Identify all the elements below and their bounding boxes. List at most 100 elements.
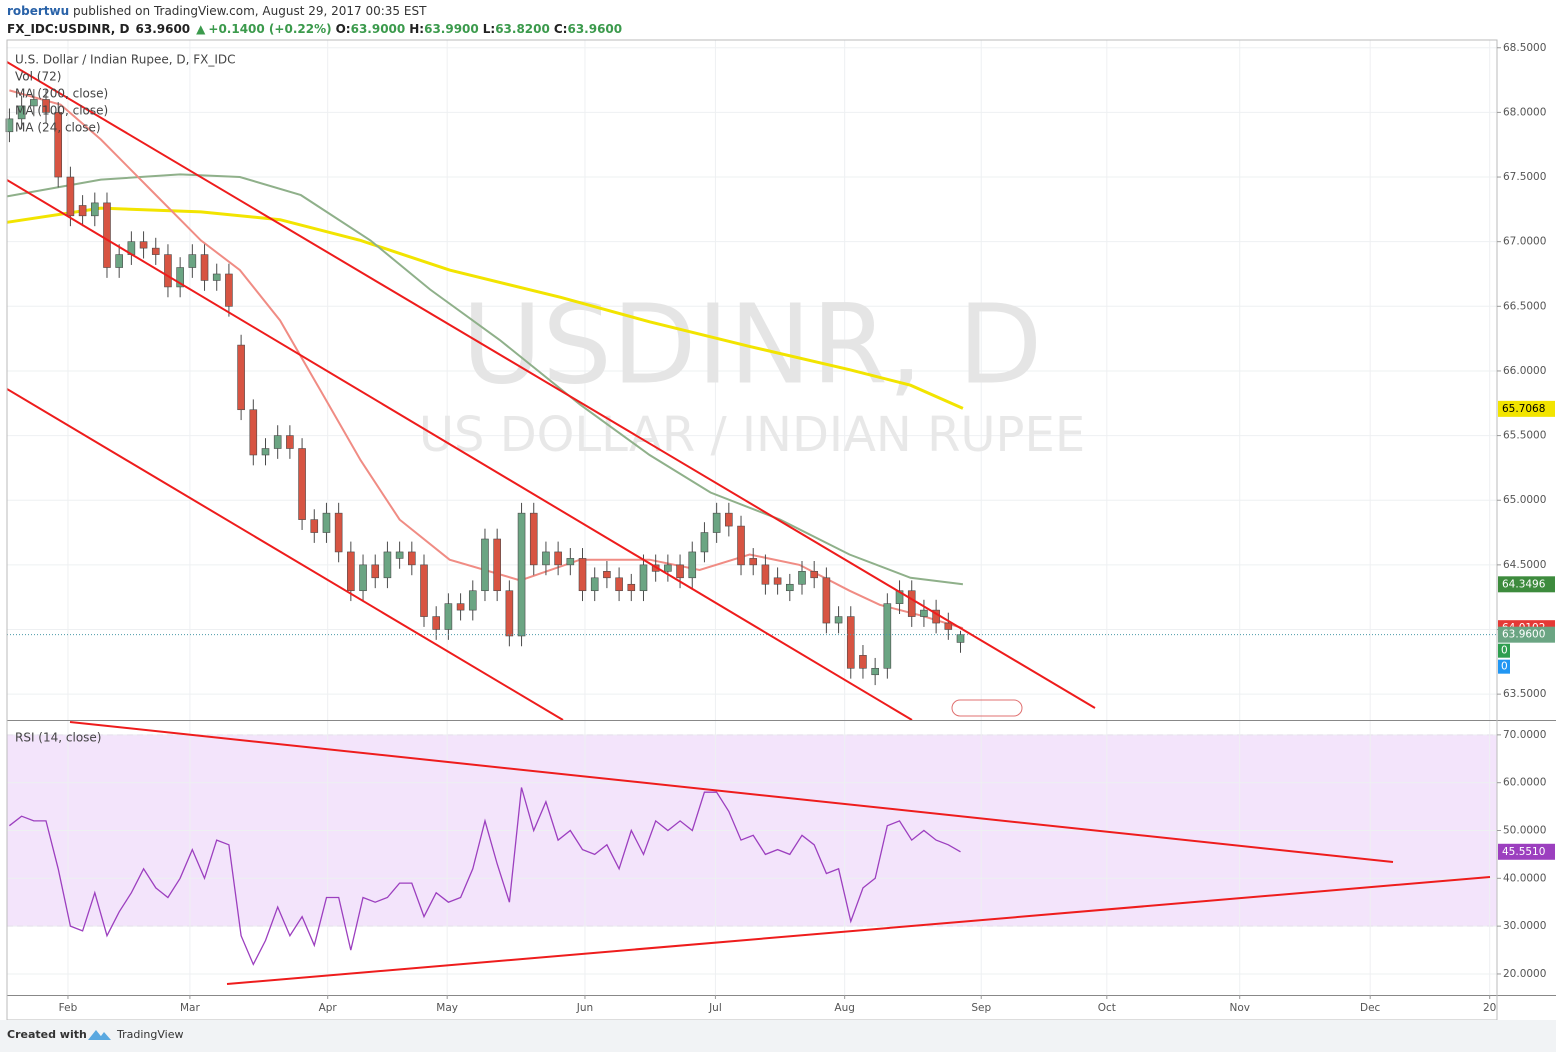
x-tick-label: Jun [576,1002,593,1014]
trend-lines [7,61,1096,720]
candle-body [237,344,245,411]
candle-body [676,564,684,579]
y-tick-label: 67.0000 [1503,236,1546,248]
price-badge [1498,576,1555,593]
y-tick-label: 66.5000 [1503,300,1546,312]
price-badge [1498,400,1555,417]
ohlc-value: 63.9600 [567,22,622,36]
ohlc-key: C: [554,22,568,36]
rsi-title: RSI (14, close) [15,731,101,745]
candle-body [761,564,770,585]
candle-body [408,551,416,566]
price-badge-label: 45.5510 [1502,846,1545,858]
x-tick-label: Feb [59,1002,78,1014]
candle-body [5,118,14,133]
candle-body [176,267,184,288]
price-panel [7,40,1497,720]
y-tick-label: 68.0000 [1503,106,1546,118]
candle-body [42,99,50,113]
candle-body [188,254,197,268]
candle-body [907,590,916,617]
candle-body [30,99,38,107]
candle-body [956,634,965,643]
legend-entry: MA (24, close) [15,121,101,135]
x-tick-label: Aug [834,1002,855,1014]
last-price: 63.9600 [136,22,191,36]
trend-line [7,388,564,720]
author[interactable]: robertwu [7,4,69,18]
watermark-subtitle: US DOLLAR / INDIAN RUPEE [419,407,1085,463]
ohlc-value: 63.9900 [424,22,479,36]
candle-body [444,603,453,630]
ohlc-value: 63.9000 [351,22,406,36]
candle-body [212,273,221,281]
price-badge [1498,843,1555,860]
x-tick-label: Sep [971,1002,991,1014]
logo [88,1030,111,1040]
candle-body [103,202,111,268]
price-badge [1498,626,1555,643]
y-tick-label: 40.0000 [1503,872,1546,884]
chart-title: U.S. Dollar / Indian Rupee, D, FX_IDC [15,53,236,67]
candle-body [883,603,892,669]
footer-brand[interactable]: TradingView [116,1028,183,1041]
header-line: robertwu published on TradingView.com, A… [7,4,427,18]
candle-body [164,254,172,288]
candle-body [737,525,745,566]
candle-body [627,583,636,592]
candle-body [286,435,294,449]
volume-badge [1498,643,1510,658]
trend-line [7,61,1096,709]
legend-entry: MA (100, close) [15,104,108,118]
candle-body [505,590,514,637]
candle-body [261,448,270,456]
change: +0.1400 (+0.22%) [208,22,331,36]
y-tick-label: 50.0000 [1503,825,1546,837]
candle-body [834,616,843,624]
candle-body [859,655,867,669]
candle-body [517,512,526,637]
y-tick-label: 63.5000 [1503,688,1546,700]
candle-body [785,583,794,592]
ohlc-key: O: [336,22,351,36]
ohlc-key: L: [483,22,495,36]
rsi-panel [7,721,1497,995]
candle-body [200,254,209,281]
y-tick-label: 30.0000 [1503,920,1546,932]
moving-average [6,173,964,586]
volume-badge-label: 0 [1501,645,1508,657]
candle-body [712,512,721,533]
candle-body [66,176,75,217]
candle-body [54,112,63,178]
y-tick-label: 64.5000 [1503,559,1546,571]
icon [951,699,1023,717]
candle-body [359,564,367,592]
legend-entry: Vol (72) [15,70,61,84]
candle-body [383,551,392,579]
candle-body [115,254,123,268]
candle-body [688,551,697,579]
watermark: USDINR, D [462,280,1043,408]
x-tick-label: 20 [1483,1002,1496,1014]
y-tick-label: 66.0000 [1503,365,1546,377]
price-badge-label: 63.9600 [1502,629,1545,641]
candle-body [639,564,648,592]
footer [0,1020,1556,1052]
change-arrow: ▲ [196,22,206,36]
symbol: FX_IDC:USDINR, D [7,22,130,37]
candle-body [846,616,855,669]
candle-body [249,409,258,456]
candle-body [456,603,465,611]
candle-body [700,532,709,553]
price-badge-label: 64.3496 [1502,578,1546,590]
candle-body [347,551,355,592]
x-tick-label: Apr [319,1002,338,1014]
candle-body [371,564,380,579]
candle-body [773,577,782,585]
candle-body [944,622,953,630]
x-tick-label: Dec [1360,1002,1381,1014]
rsi-trend-lines [69,721,1491,985]
legend-entry: MA (200, close) [15,87,108,101]
candle-body [395,551,404,559]
quote-line: FX_IDC:USDINR, D 63.9600 ▲ +0.1400 (+0.22%)… [7,22,622,37]
